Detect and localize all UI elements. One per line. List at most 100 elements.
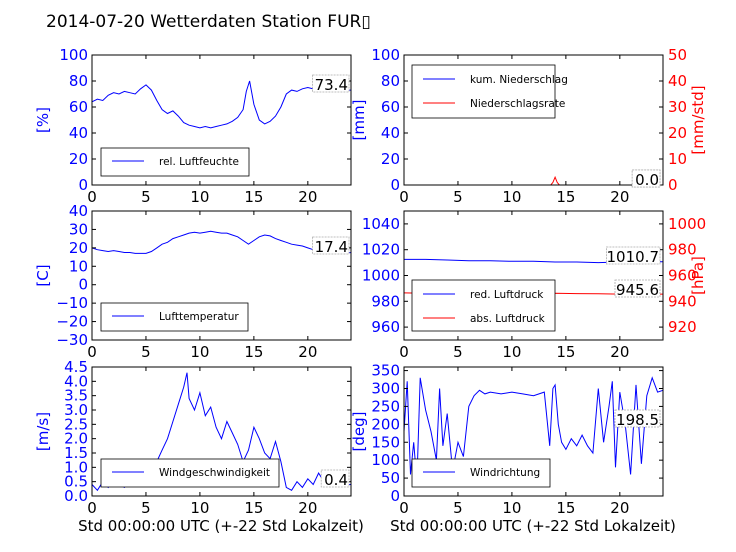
y-tick-label-3-4: 1040 <box>362 215 400 233</box>
x-tick-label-3-1: 5 <box>453 343 463 361</box>
legend-label-2-0: Lufttemperatur <box>159 311 239 323</box>
y-tick-label-2-1: −20 <box>56 313 88 331</box>
x-tick-label-3-0: 0 <box>399 343 409 361</box>
y-tick-label-0-4: 80 <box>69 72 88 90</box>
legend-box-2 <box>100 302 249 332</box>
y2-tick-label-3-1: 940 <box>668 292 697 310</box>
y2-tick-label-1-2: 20 <box>668 124 687 142</box>
y-tick-label-1-0: 0 <box>390 176 400 194</box>
y-tick-label-3-2: 1000 <box>362 267 400 285</box>
y-tick-label-4-9: 4.5 <box>64 358 88 376</box>
x-tick-label-2-4: 20 <box>298 343 317 361</box>
legend-label-4-0: Windgeschwindigkeit <box>159 467 270 479</box>
legend-box-3 <box>411 279 556 332</box>
x-tick-label-4-4: 20 <box>298 499 317 517</box>
y-tick-label-1-3: 60 <box>381 98 400 116</box>
y2-axis-label-1: [mm/std] <box>689 85 707 154</box>
x-tick-label-2-0: 0 <box>87 343 97 361</box>
y2-axis-label-3: [hPa] <box>689 256 707 295</box>
x-tick-label-2-1: 5 <box>141 343 151 361</box>
y-tick-label-1-4: 80 <box>381 72 400 90</box>
y-tick-label-4-5: 2.5 <box>64 415 88 433</box>
y2-tick-label-1-4: 40 <box>668 72 687 90</box>
y2-tick-label-3-4: 1000 <box>668 215 706 233</box>
legend-label-0-0: rel. Luftfeuchte <box>159 156 239 168</box>
x-tick-label-5-2: 10 <box>502 499 521 517</box>
y-tick-label-2-4: 10 <box>69 257 88 275</box>
y-tick-label-3-0: 960 <box>371 318 400 336</box>
y-tick-label-2-5: 20 <box>69 239 88 257</box>
plot-frame-4 <box>91 366 352 497</box>
y-tick-label-4-2: 1.0 <box>64 458 88 476</box>
value-box-2-0 <box>312 236 350 255</box>
x-tick-label-0-3: 15 <box>244 188 263 206</box>
y-tick-label-3-1: 980 <box>371 292 400 310</box>
series-line-1-1 <box>404 175 663 186</box>
y-axis-label-1: [mm] <box>350 100 368 141</box>
series-line-2-0 <box>91 230 351 254</box>
y-tick-label-5-3: 150 <box>371 433 400 451</box>
x-tick-label-5-4: 20 <box>610 499 629 517</box>
y-tick-label-2-7: 40 <box>69 202 88 220</box>
y-tick-label-0-0: 0 <box>78 176 88 194</box>
plot-frame-1 <box>403 54 664 186</box>
series-line-0-0 <box>91 80 351 129</box>
figure-title: 2014-07-20 Wetterdaten Station FUR▯ <box>46 12 371 32</box>
legend-box-4 <box>100 458 280 488</box>
x-tick-label-1-2: 10 <box>502 188 521 206</box>
y-tick-label-2-6: 30 <box>69 220 88 238</box>
y-tick-label-2-3: 0 <box>78 276 88 294</box>
x-tick-label-3-2: 10 <box>502 343 521 361</box>
y-tick-label-4-3: 1.5 <box>64 444 88 462</box>
y-tick-label-1-5: 100 <box>371 46 400 64</box>
y-tick-label-4-8: 4.0 <box>64 372 88 390</box>
legend-label-3-1: abs. Luftdruck <box>470 313 546 325</box>
y2-tick-label-1-3: 30 <box>668 98 687 116</box>
x-tick-label-2-2: 10 <box>190 343 209 361</box>
y-axis-label-0: [%] <box>34 107 52 133</box>
x-tick-label-0-2: 10 <box>190 188 209 206</box>
y-tick-label-5-2: 100 <box>371 451 400 469</box>
value-label-2-0: 17.4 <box>315 238 348 256</box>
y-tick-label-0-2: 40 <box>69 124 88 142</box>
y-tick-label-4-4: 2.0 <box>64 430 88 448</box>
value-box-1-1 <box>631 169 661 188</box>
x-tick-label-5-0: 0 <box>399 499 409 517</box>
y2-tick-label-1-1: 10 <box>668 150 687 168</box>
y2-tick-label-3-0: 920 <box>668 318 697 336</box>
y-axis-label-2: [C] <box>34 264 52 286</box>
x-tick-label-5-1: 5 <box>453 499 463 517</box>
y-tick-label-5-4: 200 <box>371 415 400 433</box>
y-tick-label-5-5: 250 <box>371 397 400 415</box>
x-tick-label-1-0: 0 <box>399 188 409 206</box>
y2-tick-label-1-5: 50 <box>668 46 687 64</box>
value-label-3-0: 1010.7 <box>607 248 660 266</box>
x-tick-label-4-1: 5 <box>141 499 151 517</box>
plot-frame-2 <box>91 210 352 341</box>
value-box-5-0 <box>614 409 661 428</box>
legend-box-1 <box>411 64 556 119</box>
plot-frame-5 <box>403 366 664 497</box>
y-tick-label-5-7: 350 <box>371 362 400 380</box>
x-tick-label-2-3: 15 <box>244 343 263 361</box>
x-axis-label-left: Std 00:00:00 UTC (+-22 Std Lokalzeit) <box>78 517 364 535</box>
x-axis-label-right: Std 00:00:00 UTC (+-22 Std Lokalzeit) <box>390 517 676 535</box>
legend-box-0 <box>100 147 250 177</box>
y-tick-label-2-0: −30 <box>56 331 88 349</box>
y-tick-label-1-2: 40 <box>381 124 400 142</box>
y-tick-label-5-6: 300 <box>371 380 400 398</box>
y-tick-label-0-3: 60 <box>69 98 88 116</box>
value-label-5-0: 198.5 <box>616 411 659 429</box>
y-tick-label-4-0: 0.0 <box>64 487 88 505</box>
x-tick-label-1-4: 20 <box>610 188 629 206</box>
plot-frame-0 <box>91 54 352 186</box>
x-tick-label-1-3: 15 <box>556 188 575 206</box>
legend-label-1-1: Niederschlagsrate <box>470 98 565 110</box>
legend-label-1-0: kum. Niederschlag <box>470 74 568 86</box>
x-tick-label-0-0: 0 <box>87 188 97 206</box>
value-box-3-1 <box>614 279 661 298</box>
value-label-3-1: 945.6 <box>616 281 659 299</box>
y2-tick-label-1-0: 0 <box>668 176 678 194</box>
y-axis-label-5: [deg] <box>350 412 368 452</box>
